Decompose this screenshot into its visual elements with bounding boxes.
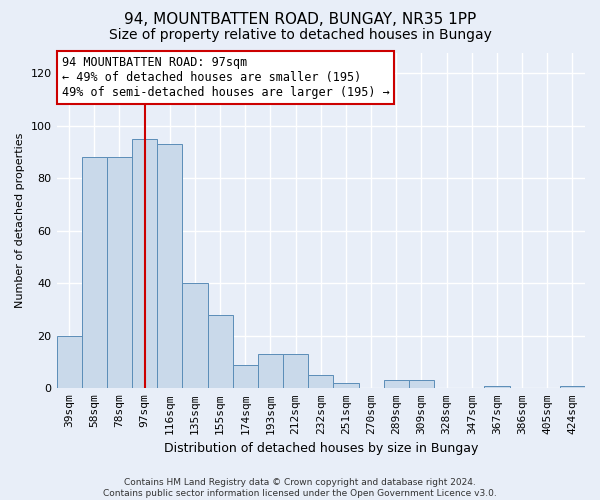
Text: Contains HM Land Registry data © Crown copyright and database right 2024.
Contai: Contains HM Land Registry data © Crown c… [103,478,497,498]
Y-axis label: Number of detached properties: Number of detached properties [15,132,25,308]
Bar [208,315,233,388]
Bar [182,284,208,389]
Bar [334,383,359,388]
Bar [383,380,409,388]
Bar [233,364,258,388]
X-axis label: Distribution of detached houses by size in Bungay: Distribution of detached houses by size … [164,442,478,455]
Bar [283,354,308,388]
Bar [484,386,509,388]
Bar [157,144,182,388]
Bar [308,375,334,388]
Bar [107,158,132,388]
Bar [560,386,585,388]
Bar [409,380,434,388]
Bar [56,336,82,388]
Bar [82,158,107,388]
Text: 94 MOUNTBATTEN ROAD: 97sqm
← 49% of detached houses are smaller (195)
49% of sem: 94 MOUNTBATTEN ROAD: 97sqm ← 49% of deta… [62,56,389,99]
Text: 94, MOUNTBATTEN ROAD, BUNGAY, NR35 1PP: 94, MOUNTBATTEN ROAD, BUNGAY, NR35 1PP [124,12,476,28]
Bar [258,354,283,388]
Bar [132,139,157,388]
Text: Size of property relative to detached houses in Bungay: Size of property relative to detached ho… [109,28,491,42]
